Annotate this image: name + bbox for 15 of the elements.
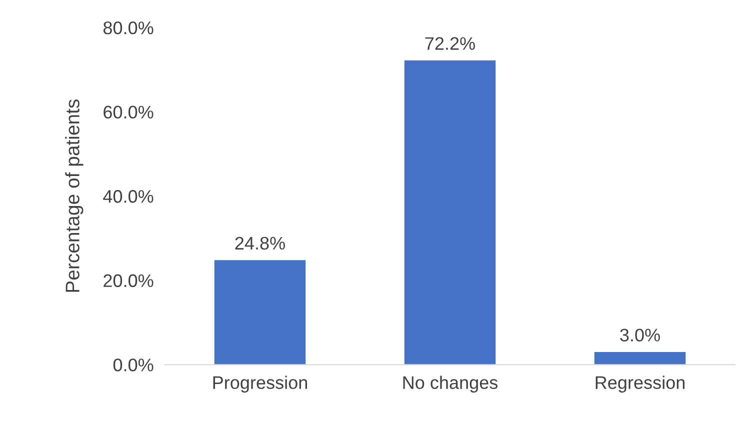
x-tick-label: Progression: [213, 376, 308, 393]
bar: [404, 60, 496, 365]
x-tick-label: Regression: [596, 376, 684, 393]
bar: [214, 260, 306, 365]
bar: [594, 352, 686, 365]
data-label: 24.8%: [235, 236, 285, 250]
y-tick-label: 60.0%: [104, 106, 154, 119]
y-tick-label: 40.0%: [103, 190, 154, 203]
data-label: 3.0%: [620, 328, 660, 342]
y-tick-label: 20.0%: [104, 274, 154, 288]
y-tick-label: 80.0%: [103, 21, 154, 34]
y-tick-label: 0.0%: [113, 358, 154, 372]
x-tick-label: No changes: [403, 376, 498, 393]
data-label: 72.2%: [425, 37, 475, 50]
y-axis-title: Percentage of patients: [65, 100, 84, 292]
